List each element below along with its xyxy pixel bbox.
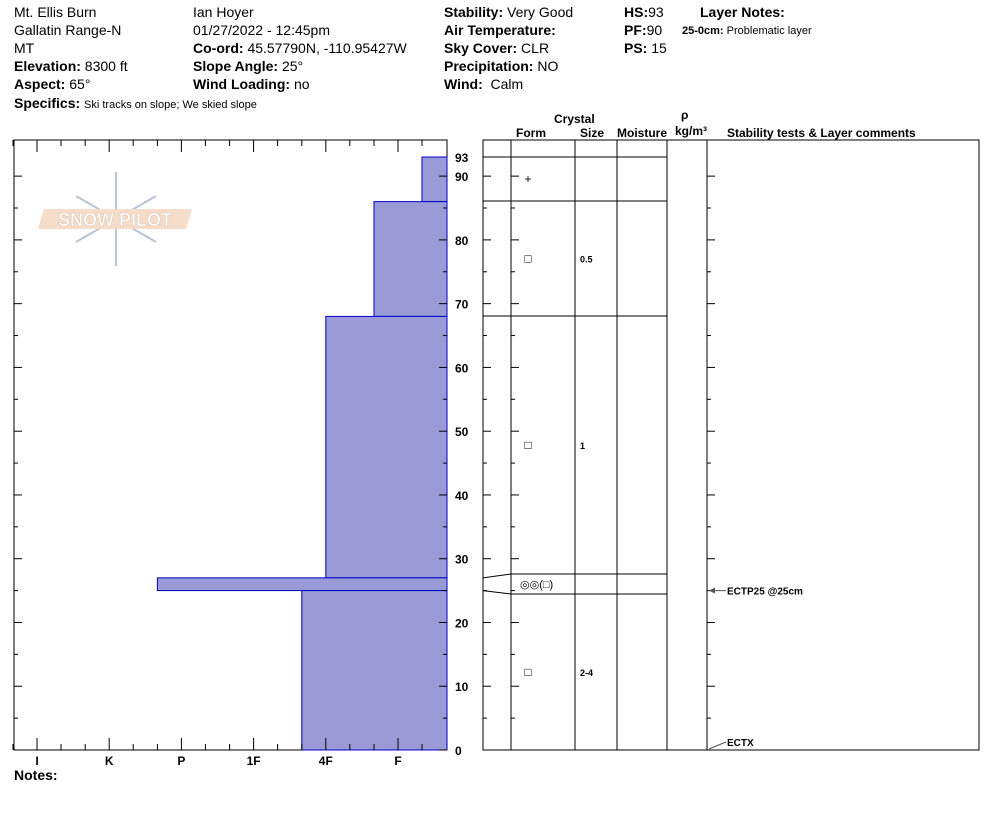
hs-label: HS: (624, 4, 649, 20)
slope-label: Slope Angle: (193, 58, 279, 74)
size-header: Size (580, 126, 605, 140)
y-tick-label: 90 (455, 170, 469, 184)
x-tick-label: P (177, 754, 185, 768)
arrow-head-icon (709, 587, 715, 594)
location: Mt. Ellis Burn (14, 4, 97, 20)
wind-loading: Wind Loading: no (193, 75, 310, 93)
comments-header: Stability tests & Layer comments (727, 126, 916, 140)
slope: Slope Angle: 25° (193, 57, 303, 75)
stability-value: Very Good (507, 4, 574, 20)
wind-loading-value: no (293, 76, 310, 92)
range: Gallatin Range-N (14, 22, 122, 38)
sky-value: CLR (521, 40, 550, 56)
aspect-value: 65° (69, 76, 91, 92)
precip-label: Precipitation: (444, 58, 534, 74)
layer-boundary-connector (482, 590, 512, 595)
layer-table-frame (482, 139, 980, 751)
observer: Ian Hoyer (193, 4, 254, 20)
ps-label: PS: (624, 40, 648, 56)
aspect-label: Aspect: (14, 76, 66, 92)
y-tick-label: 30 (455, 553, 469, 567)
y-tick-label: 10 (455, 680, 469, 694)
crystal-form-symbol: □ (524, 438, 531, 452)
crystal-header: Crystal (554, 112, 595, 126)
y-tick-label: 0 (455, 744, 462, 758)
crystal-size: 2-4 (580, 668, 593, 678)
moisture-header: Moisture (617, 126, 668, 140)
layer-note-range: 25-0cm: (682, 25, 724, 37)
density-rho: ρ (681, 108, 689, 122)
stability-test-label: ECTX (727, 738, 754, 749)
y-tick-label: 20 (455, 616, 469, 630)
air-temp: Air Temperature: (444, 21, 556, 39)
layer-note-text: Problematic layer (726, 25, 812, 37)
stability-label: Stability: (444, 4, 504, 20)
x-tick-label: 4F (319, 754, 333, 768)
hardness-bar (373, 201, 448, 317)
pf-label: PF: (624, 22, 647, 38)
layer-note: 25-0cm: Problematic layer (682, 22, 812, 40)
test-arrow (708, 741, 727, 750)
wind-label: Wind: (444, 76, 483, 92)
density-unit: kg/m³ (675, 124, 708, 138)
datetime: 01/27/2022 - 12:45pm (193, 22, 330, 38)
y-tick-label: 60 (455, 361, 469, 375)
crystal-form-symbol: ◎◎(□) (520, 579, 553, 591)
y-tick-label: 93 (455, 151, 469, 165)
elevation-value: 8300 ft (84, 58, 128, 74)
layer-boundary-connector (482, 573, 512, 579)
pf: PF:90 (624, 21, 662, 39)
precip-value: NO (537, 58, 559, 74)
coord: Co-ord: 45.57790N, -110.95427W (193, 39, 407, 57)
stability: Stability: Very Good (444, 3, 573, 21)
aspect: Aspect: 65° (14, 75, 90, 93)
crystal-size: 1 (580, 441, 585, 451)
ps-value: 15 (651, 40, 667, 56)
x-tick-label: I (35, 754, 38, 768)
y-tick-label: 50 (455, 425, 469, 439)
y-tick-label: 70 (455, 298, 469, 312)
wind: Wind: Calm (444, 75, 523, 93)
crystal-form-symbol: □ (524, 252, 531, 266)
layer-notes-label: Layer Notes: (700, 4, 785, 20)
hardness-bar (421, 156, 448, 203)
hardness-bar (301, 590, 448, 751)
elevation: Elevation: 8300 ft (14, 57, 128, 75)
form-header: Form (516, 126, 546, 140)
precipitation: Precipitation: NO (444, 57, 558, 75)
specifics-label: Specifics: (14, 95, 81, 111)
elevation-label: Elevation: (14, 58, 81, 74)
ps: PS: 15 (624, 39, 667, 57)
y-tick-label: 40 (455, 489, 469, 503)
stability-test-label: ECTP25 @25cm (727, 587, 803, 598)
notes-label: Notes: (14, 767, 58, 783)
hs: HS:93 (624, 3, 664, 21)
specifics: Specifics: Ski tracks on slope; We skied… (14, 94, 257, 114)
wind-value: Calm (490, 76, 524, 92)
hardness-bar (156, 577, 448, 592)
coord-value: 45.57790N, -110.95427W (247, 40, 407, 56)
y-tick-label: 80 (455, 234, 469, 248)
crystal-size: 0.5 (580, 255, 593, 265)
hardness-bar (325, 315, 448, 579)
sky-cover: Sky Cover: CLR (444, 39, 549, 57)
slope-value: 25° (281, 58, 304, 74)
hs-value: 93 (648, 4, 664, 20)
coord-label: Co-ord: (193, 40, 244, 56)
x-tick-label: F (394, 754, 401, 768)
state: MT (14, 40, 35, 56)
snowpilot-logo: SNOW PILOT (38, 172, 192, 266)
crystal-form-symbol: □ (524, 665, 531, 679)
sky-label: Sky Cover: (444, 40, 518, 56)
x-tick-label: K (105, 754, 114, 768)
crystal-form-symbol: + (524, 172, 531, 186)
pf-value: 90 (646, 22, 663, 38)
logo-text: SNOW PILOT (58, 210, 172, 230)
air-temp-label: Air Temperature: (444, 22, 556, 38)
x-tick-label: 1F (247, 754, 261, 768)
specifics-value: Ski tracks on slope; We skied slope (84, 99, 257, 111)
wind-loading-label: Wind Loading: (193, 76, 291, 92)
